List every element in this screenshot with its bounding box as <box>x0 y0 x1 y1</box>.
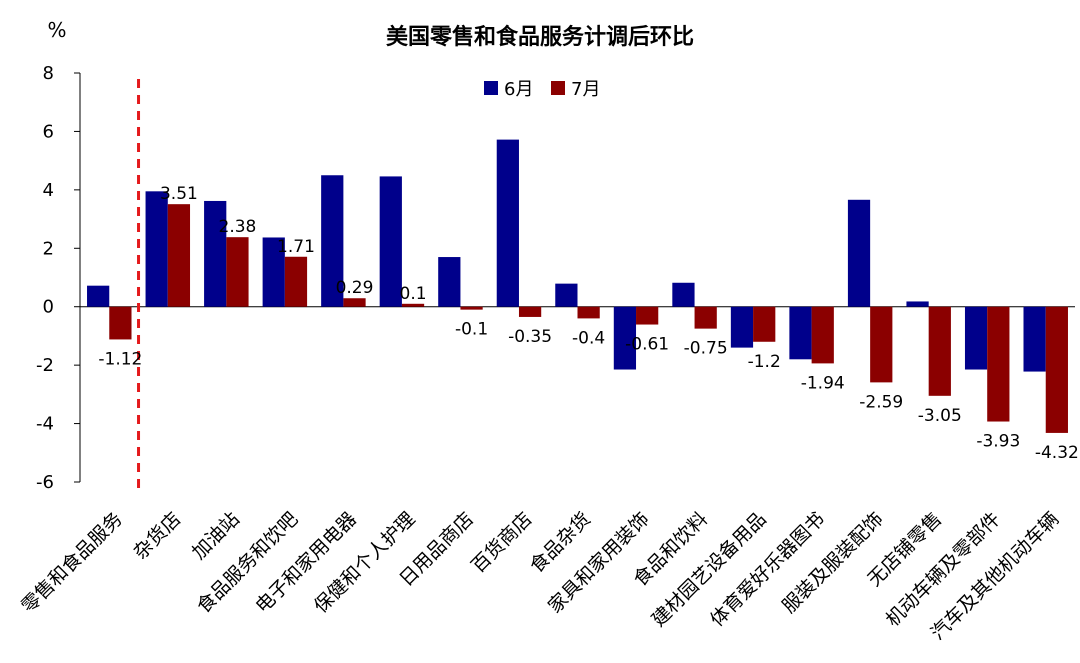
data-label: -2.59 <box>859 392 903 412</box>
bar-jul <box>401 303 425 307</box>
data-label: -1.2 <box>748 352 781 372</box>
bar-jun <box>555 283 578 307</box>
y-tick-label: 0 <box>43 297 54 318</box>
legend-swatch <box>551 81 565 95</box>
bars <box>87 139 1068 433</box>
category-label: 加油站 <box>188 508 244 564</box>
bar-jul <box>343 298 366 307</box>
bar-jun <box>204 200 227 307</box>
bar-jul <box>226 237 249 307</box>
data-labels: -1.12 3.51 2.38 1.71 0.29 0.1 -0.1 -0.35 -0.4 -0.… <box>98 184 1078 463</box>
chart-title: 美国零售和食品服务计调后环比 <box>386 24 694 50</box>
bar-jun <box>1023 306 1046 372</box>
bar-jul <box>167 204 191 307</box>
category-label: 食品服务和饮吧 <box>193 508 303 618</box>
data-label: 2.38 <box>219 217 257 237</box>
y-tick-label: -4 <box>36 414 54 435</box>
data-label: -0.1 <box>455 320 488 340</box>
bar-jul <box>636 306 659 325</box>
y-tick-label: 8 <box>43 63 54 84</box>
bar-jul <box>284 256 308 307</box>
bar-jun <box>87 285 110 307</box>
bar-jun <box>847 199 871 307</box>
category-label: 保健和个人护理 <box>310 508 420 618</box>
y-axis-unit-label: % <box>47 18 66 42</box>
data-label: 1.71 <box>277 237 315 257</box>
bar-jun <box>964 306 988 370</box>
bar-jul <box>460 306 483 310</box>
data-label: -0.75 <box>684 339 728 359</box>
bar-jun <box>321 175 344 307</box>
bar-jun <box>145 191 168 307</box>
bar-jul <box>811 306 834 364</box>
category-label: 家具和家用装饰 <box>544 508 654 618</box>
bar-jul <box>987 306 1010 422</box>
bar-jul <box>577 306 600 319</box>
data-label: 3.51 <box>160 184 198 204</box>
legend-label: 6月 <box>504 79 533 100</box>
bar-jun <box>262 237 285 307</box>
bar-jul <box>694 306 717 329</box>
data-label: -0.61 <box>625 335 669 355</box>
data-label: -0.4 <box>572 328 605 348</box>
data-label: -3.05 <box>918 406 962 426</box>
bar-jul <box>928 306 951 396</box>
legend: 6月 7月 <box>484 79 600 100</box>
category-label: 零售和食品服务 <box>17 508 127 618</box>
bar-jun <box>496 139 519 307</box>
data-label: -3.93 <box>976 432 1020 452</box>
bar-jun <box>613 306 637 370</box>
data-label: 0.29 <box>336 278 374 298</box>
legend-label: 7月 <box>571 79 600 100</box>
category-label: 杂货店 <box>129 508 185 564</box>
y-tick-label: 4 <box>43 180 54 201</box>
data-label: -1.94 <box>801 373 845 393</box>
bar-jul <box>870 306 893 383</box>
y-tick-label: 2 <box>43 238 54 259</box>
category-labels: 零售和食品服务 杂货店 加油站食品服务和饮吧电子和家用电器保健和个人护理日用品商店百… <box>17 508 1063 644</box>
bar-jul <box>1045 306 1068 433</box>
category-label: 电子和家用电器 <box>251 508 361 618</box>
bar-jul <box>109 306 132 340</box>
data-label: -1.12 <box>98 349 142 369</box>
data-label: 0.1 <box>400 284 427 304</box>
bar-jul <box>753 306 776 342</box>
y-tick-label: -6 <box>36 472 54 493</box>
bar-jun <box>379 176 402 307</box>
data-label: -4.32 <box>1035 443 1079 463</box>
bar-jun <box>672 282 695 307</box>
bar-jun <box>789 306 812 360</box>
bar-jul <box>518 306 542 317</box>
y-tick-label: 6 <box>43 121 54 142</box>
category-label: 百货商店 <box>467 508 536 577</box>
category-label: 服装及服装配饰 <box>778 508 888 618</box>
y-tick-label: -2 <box>36 355 54 376</box>
axes: -6 -4 -2 0 2 4 6 8 <box>36 63 1075 493</box>
data-label: -0.35 <box>508 327 552 347</box>
bar-jun <box>730 306 754 348</box>
bar-jun <box>438 257 461 307</box>
legend-swatch <box>484 81 498 95</box>
bar-jun <box>906 301 929 307</box>
